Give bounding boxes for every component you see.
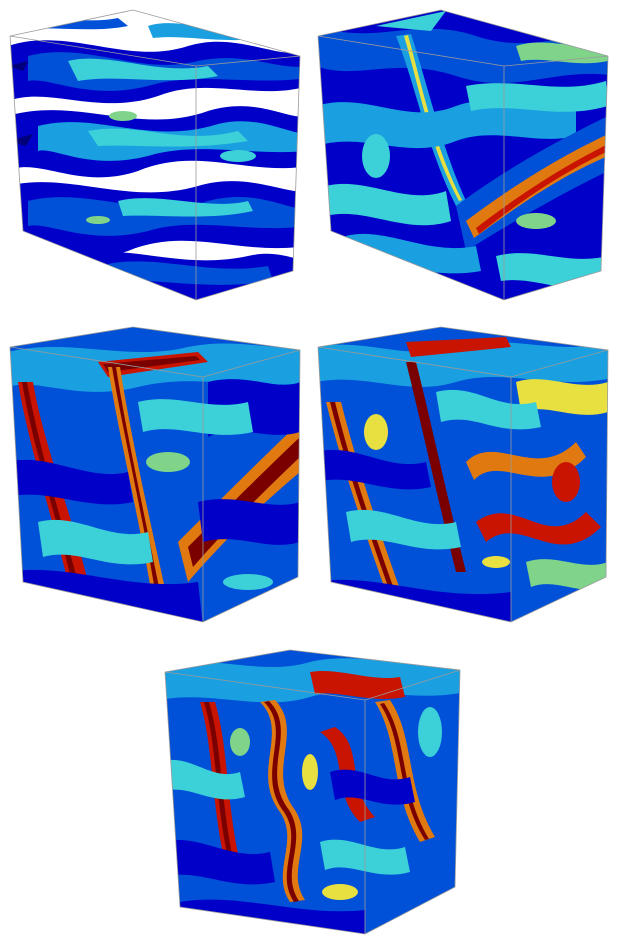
- snapshot-panel-5: [160, 642, 465, 937]
- isosurface-layers-5: [165, 650, 460, 934]
- isosurface-layers-3: [10, 327, 300, 622]
- cube-edges-5: [164, 649, 461, 935]
- cube-edges-4: [317, 326, 609, 623]
- turbulence-cube-4: [317, 326, 609, 623]
- snapshot-panel-1: [8, 6, 308, 306]
- isosurface-layers-4: [318, 327, 608, 622]
- snapshot-panel-4: [316, 322, 616, 627]
- cube-edges-1: [9, 9, 301, 301]
- turbulence-cube-3: [9, 326, 301, 623]
- snapshot-panel-3: [8, 322, 308, 627]
- isosurface-layers-2: [318, 10, 608, 300]
- snapshot-panel-2: [316, 6, 616, 306]
- turbulence-cube-2: [317, 9, 609, 301]
- isosurface-layers-1: [10, 10, 300, 300]
- cube-edges-2: [317, 9, 609, 301]
- turbulence-cube-1: [9, 9, 301, 301]
- turbulence-cube-5: [164, 649, 461, 935]
- cube-edges-3: [9, 326, 301, 623]
